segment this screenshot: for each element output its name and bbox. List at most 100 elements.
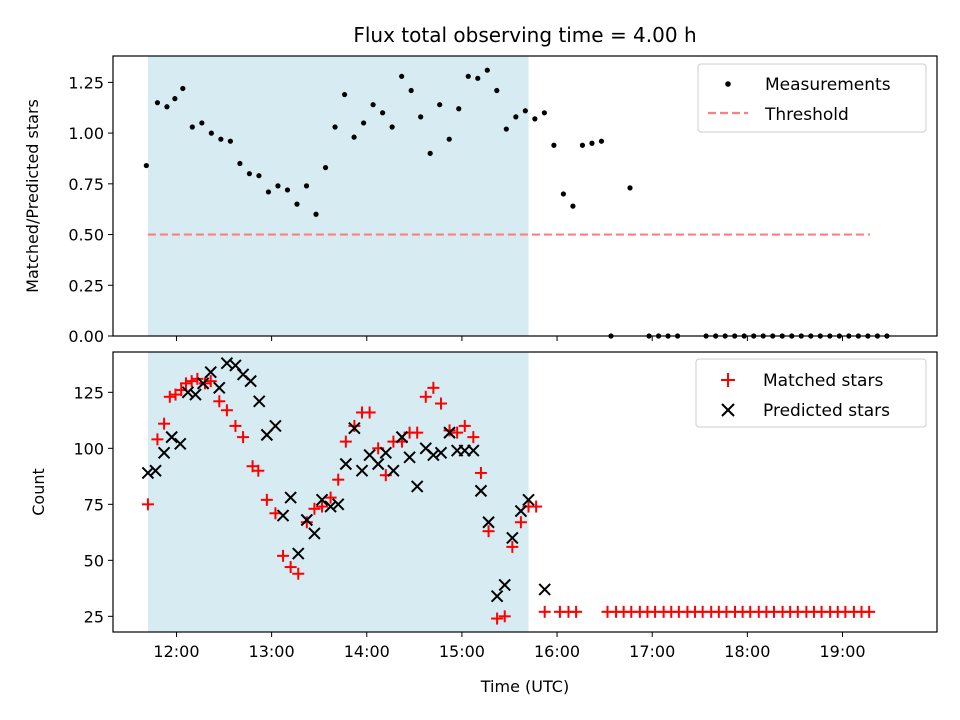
predicted-star-point [269, 419, 282, 433]
predicted-star-point [339, 457, 353, 471]
panel-counts: 25 50 75 100 125 12:00 13:00 14:00 15:00 16:00 17… [29, 351, 938, 696]
matched-star-point [220, 404, 233, 417]
measurement-point [313, 211, 319, 217]
predicted-star-point [174, 437, 187, 451]
matched-star-point [158, 417, 171, 430]
measurement-point [370, 102, 376, 108]
measurement-point [237, 160, 243, 167]
measurement-point [172, 96, 178, 102]
matched-star-point [308, 502, 321, 515]
predicted-star-point [204, 365, 217, 379]
y-tick-label: 1.25 [68, 73, 104, 92]
y-tick-label: 0.50 [68, 226, 104, 245]
y-tick-label: 100 [73, 439, 104, 458]
matched-star-point [292, 567, 305, 580]
predicted-star-point [348, 421, 361, 435]
matched-star-point [179, 377, 192, 390]
measurement-point [513, 114, 519, 120]
legend-label-threshold: Threshold [764, 105, 849, 125]
measurement-point [570, 203, 576, 209]
predicted-star-point [324, 500, 337, 513]
predicted-star-point [276, 509, 290, 522]
predicted-star-point [189, 388, 202, 401]
matched-star-point [199, 377, 212, 390]
y-tick-label: 75 [84, 495, 104, 514]
predicted-star-point [332, 498, 345, 511]
counts-axes-frame [112, 351, 938, 633]
legend-label-matched: Matched stars [763, 371, 883, 391]
matched-star-point [538, 605, 551, 618]
counts-legend-box [695, 358, 927, 428]
measurement-point [399, 73, 405, 79]
matched-star-point [570, 605, 583, 618]
measurement-point [494, 87, 500, 94]
measurement-point [143, 162, 149, 169]
measurement-point [294, 201, 300, 207]
predicted-star-point [165, 430, 178, 444]
predicted-star-point [355, 464, 369, 477]
x-tick-label: 17:00 [629, 642, 675, 661]
measurement-point [589, 140, 595, 146]
ratio-x-ticks [175, 336, 844, 341]
predicted-star-point [292, 547, 305, 560]
matched-star-point [427, 381, 440, 394]
measurements-series [143, 67, 890, 339]
predicted-star-point [371, 457, 385, 471]
matched-star-point [467, 431, 480, 444]
measurement-point [484, 67, 490, 73]
observing-span-shade-counts [147, 352, 529, 632]
matched-star-point [339, 435, 352, 448]
matched-star-point [411, 426, 424, 439]
x-axis-label: Time (UTC) [480, 677, 569, 696]
matched-star-point [163, 390, 176, 403]
matched-star-point [506, 540, 519, 553]
measurement-point [275, 183, 281, 189]
matched-star-point [284, 561, 297, 574]
predicted-star-point [474, 484, 488, 498]
measurement-point [218, 136, 224, 142]
matched-star-point [141, 498, 154, 511]
measurement-point [418, 114, 424, 120]
measurement-point [154, 100, 161, 106]
matched-star-point [316, 500, 329, 513]
legend-marker-matched [721, 373, 735, 387]
measurement-point [199, 120, 205, 126]
matched-star-point [151, 433, 164, 446]
predicted-star-point [149, 464, 162, 477]
ratio-y-ticks: 0.00 0.25 0.50 0.75 1.00 1.25 [68, 73, 113, 346]
x-tick-label: 14:00 [344, 642, 390, 661]
measurement-point [579, 142, 586, 148]
legend-marker-predicted [721, 403, 735, 417]
chart-title: Flux total observing time = 4.00 h [353, 23, 696, 47]
measurement-point [341, 91, 348, 98]
matched-star-point [491, 612, 504, 625]
predicted-star-point [490, 589, 504, 603]
predicted-star-point [395, 430, 409, 444]
measurement-point [322, 164, 329, 171]
matched-star-point [419, 390, 432, 403]
matched-star-point [498, 610, 511, 623]
matched-star-point [348, 419, 361, 432]
predicted-star-point [522, 493, 535, 507]
measurement-point [532, 116, 538, 122]
panel-ratio: 0.00 0.25 0.50 0.75 1.00 1.25 Matched/Predict… [23, 55, 938, 346]
matched-star-point [458, 419, 471, 432]
measurement-point [265, 189, 272, 195]
predicted-star-point [410, 480, 424, 493]
counts-y-ticks: 25 50 75 100 125 [73, 383, 113, 626]
measurement-point [427, 150, 433, 156]
matched-star-point [443, 424, 456, 437]
x-tick-label: 13:00 [249, 642, 295, 661]
predicted-star-point [506, 531, 519, 545]
predicted-star-point [514, 504, 528, 518]
y-tick-label: 125 [73, 383, 104, 402]
predicted-star-point [141, 466, 155, 480]
predicted-star-point [482, 516, 495, 529]
matched-star-point [482, 525, 495, 538]
matched-star-point [213, 395, 226, 408]
y-tick-label: 0.25 [68, 276, 104, 295]
x-tick-label: 12:00 [153, 642, 199, 661]
measurement-point [465, 73, 471, 79]
measurement-point [246, 171, 253, 177]
